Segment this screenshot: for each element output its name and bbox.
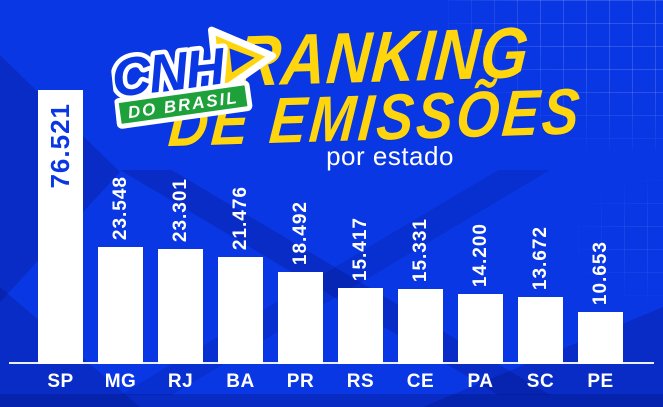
bg-bottom-band bbox=[0, 394, 663, 407]
bar-value-label-BA: 21.476 bbox=[218, 186, 263, 250]
logo-arrow-inner-triangle-icon bbox=[229, 48, 255, 73]
bg-grid-top-right bbox=[448, 0, 663, 150]
bar-value-text: 15.417 bbox=[349, 216, 371, 281]
bar-value-text: 76.521 bbox=[45, 103, 75, 189]
logo-banner bbox=[113, 80, 253, 129]
chart-baseline bbox=[9, 362, 654, 364]
bar-value-label-PR: 18.492 bbox=[278, 201, 323, 265]
bar-category-label-RS: RS bbox=[346, 371, 375, 392]
bar-category-label-CE: CE bbox=[406, 371, 435, 392]
bar-value-label-RS: 15.417 bbox=[338, 217, 383, 281]
bar-MG bbox=[98, 247, 143, 364]
bar-SC bbox=[518, 297, 563, 364]
bar-value-text: 23.301 bbox=[169, 177, 191, 242]
bar-value-label-SP: 76.521 bbox=[38, 103, 83, 189]
bar-value-label-PE: 10.653 bbox=[578, 241, 623, 305]
title-subtitle: por estado bbox=[326, 141, 454, 171]
bar-category-label-PE: PE bbox=[587, 371, 614, 392]
cnh-do-brasil-logo: CNH DO BRASIL bbox=[107, 26, 277, 129]
bar-value-label-RJ: 23.301 bbox=[158, 178, 203, 242]
bar-category-label-SC: SC bbox=[526, 371, 555, 392]
bar-value-label-CE: 15.331 bbox=[398, 218, 443, 282]
bar-RJ bbox=[158, 249, 203, 364]
bar-value-text: 13.672 bbox=[529, 225, 551, 290]
bar-value-text: 15.331 bbox=[409, 217, 431, 282]
bar-value-text: 23.548 bbox=[109, 175, 131, 240]
bg-grid-right bbox=[578, 180, 663, 300]
bar-category-label-MG: MG bbox=[104, 371, 137, 392]
bar-value-text: 10.653 bbox=[589, 240, 611, 305]
bar-PE bbox=[578, 312, 623, 364]
bar-category-label-BA: BA bbox=[226, 371, 255, 392]
bar-value-text: 21.476 bbox=[229, 185, 251, 250]
bar-value-label-SC: 13.672 bbox=[518, 226, 563, 290]
bar-PR bbox=[278, 272, 323, 364]
bar-PA bbox=[458, 294, 503, 364]
bar-value-text: 14.200 bbox=[469, 222, 491, 287]
bar-category-label-PR: PR bbox=[286, 371, 315, 392]
bar-category-label-PA: PA bbox=[467, 371, 494, 392]
bar-value-label-MG: 23.548 bbox=[98, 176, 143, 240]
bar-BA bbox=[218, 257, 263, 364]
bar-category-label-RJ: RJ bbox=[167, 371, 194, 392]
bar-CE bbox=[398, 289, 443, 364]
bar-value-label-PA: 14.200 bbox=[458, 223, 503, 287]
bar-value-text: 18.492 bbox=[289, 200, 311, 265]
bar-SP bbox=[38, 90, 83, 364]
bar-RS bbox=[338, 288, 383, 364]
bar-category-label-SP: SP bbox=[47, 371, 74, 392]
